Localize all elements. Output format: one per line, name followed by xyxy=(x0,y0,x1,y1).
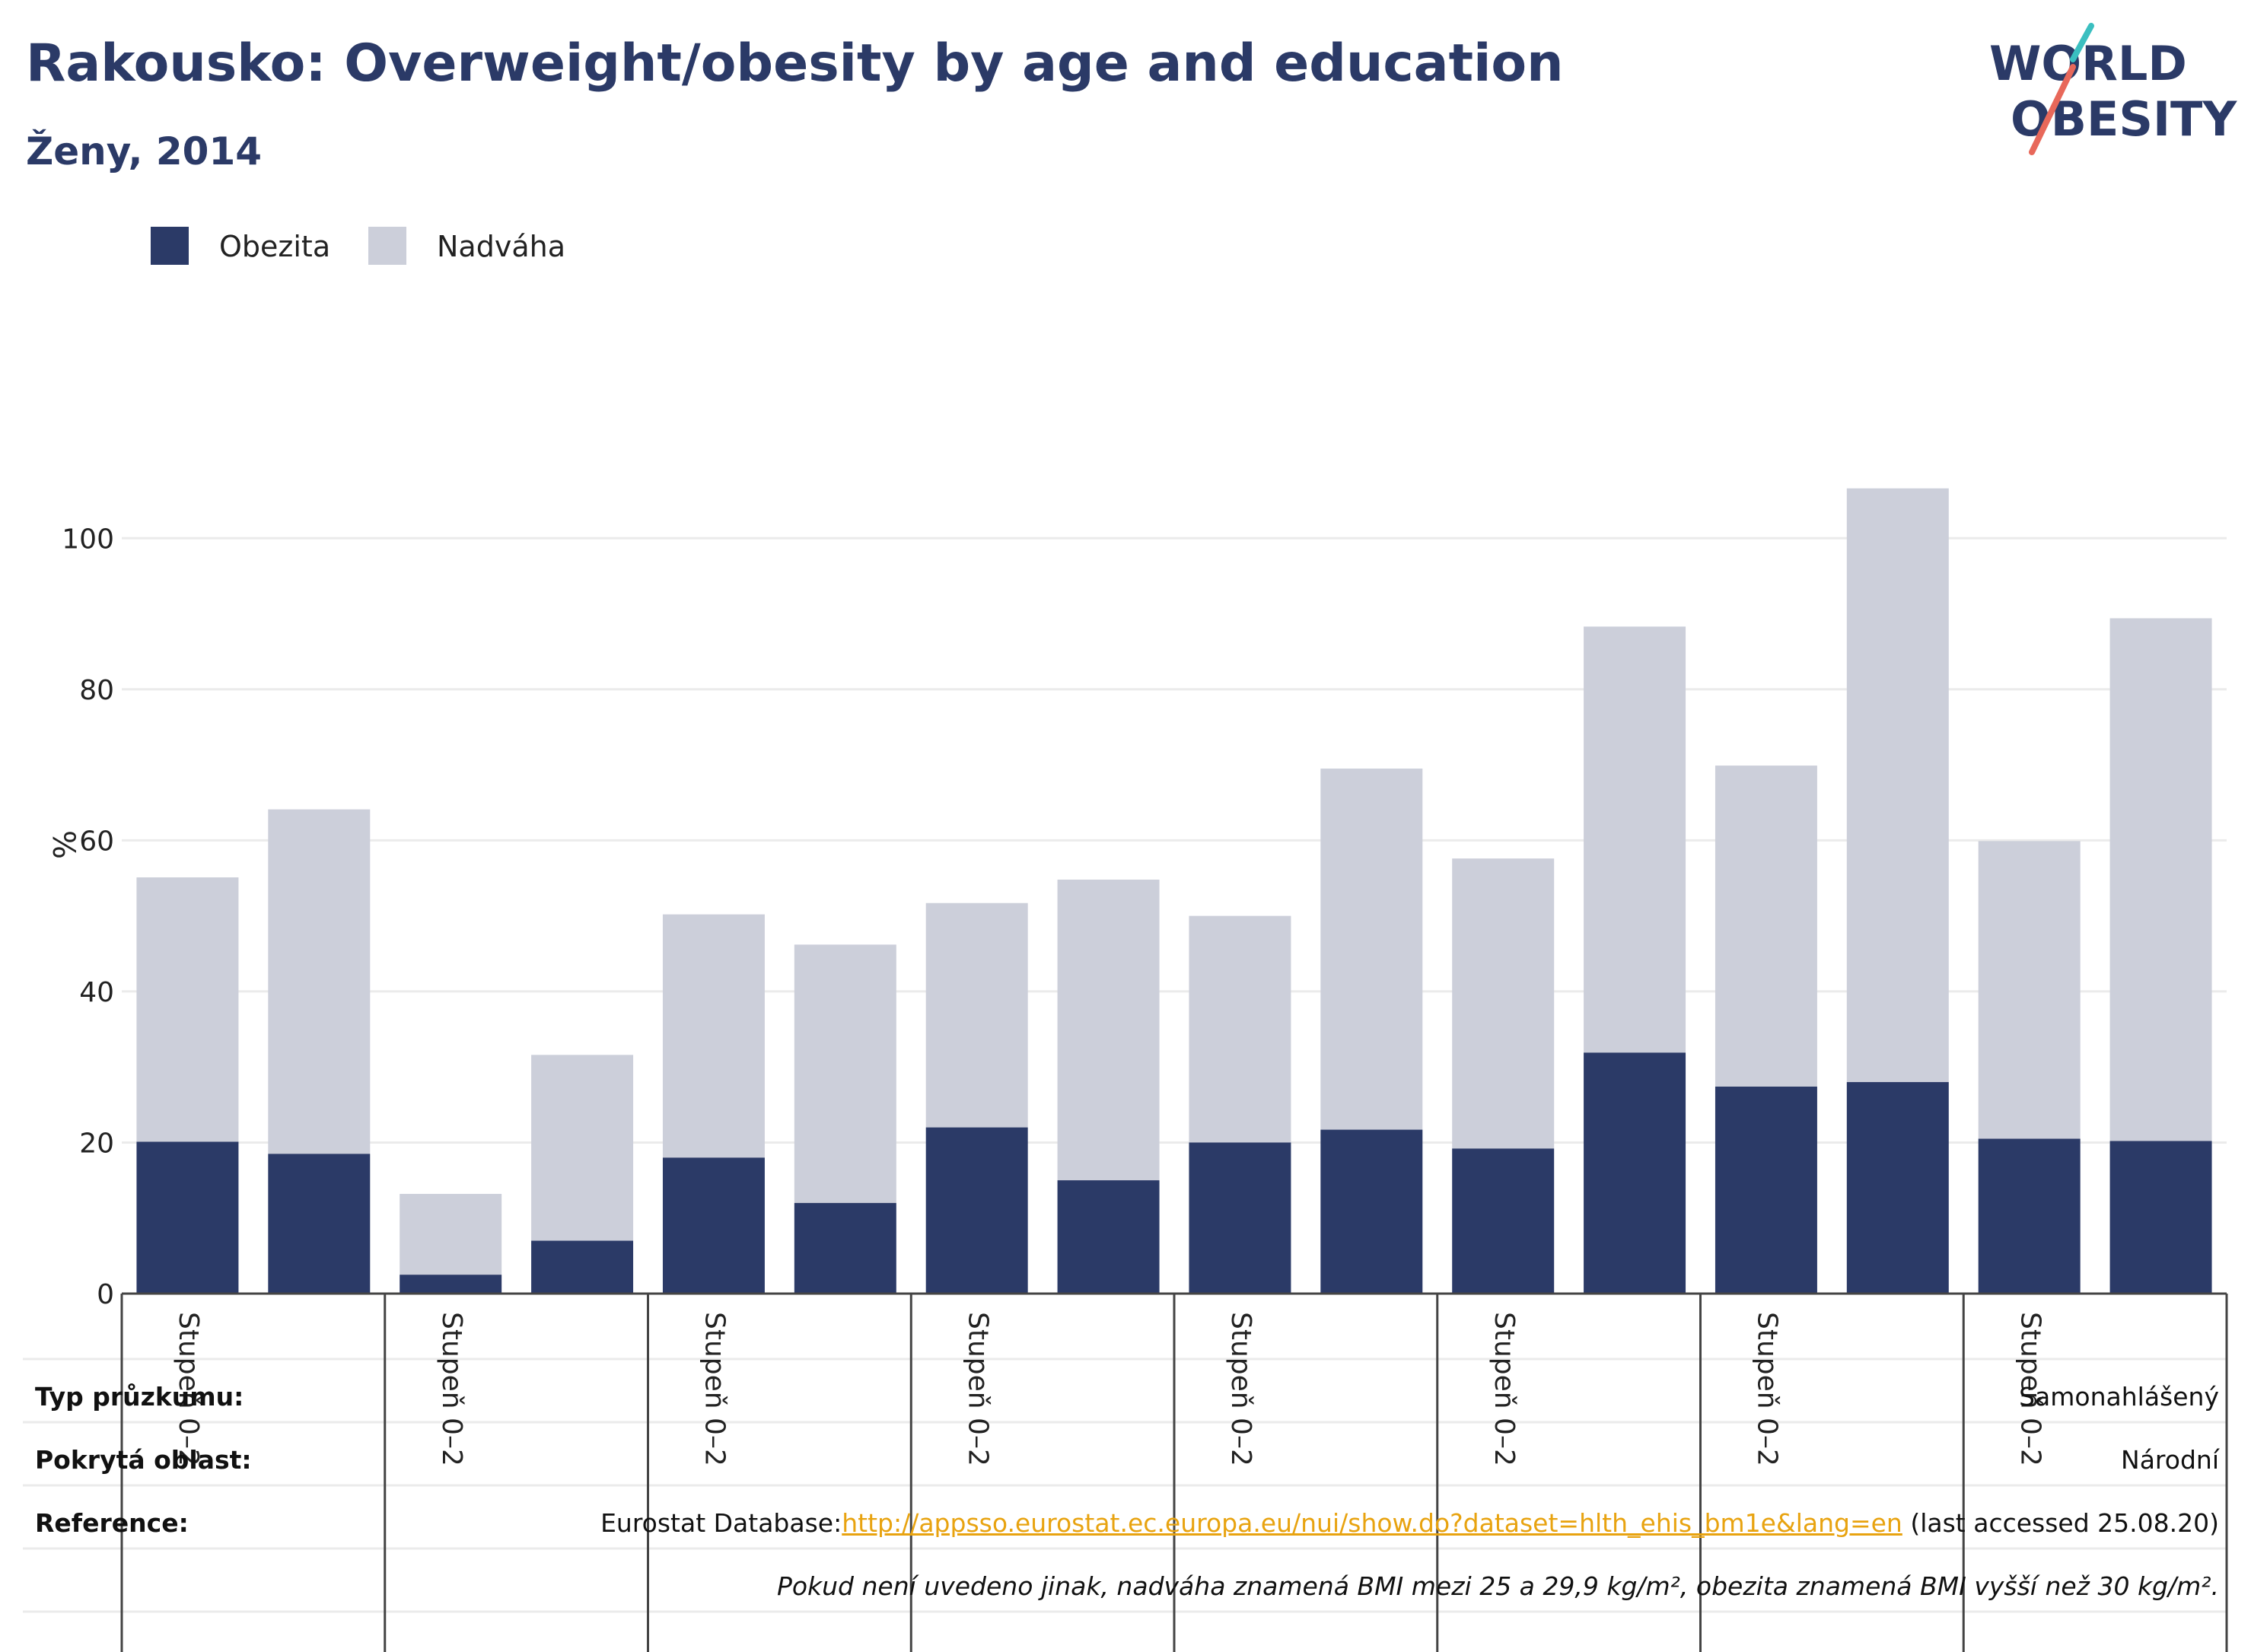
bar-overweight[interactable] xyxy=(1057,879,1160,1181)
y-axis-label: % xyxy=(46,830,81,859)
bar-obesity[interactable] xyxy=(925,1127,1028,1294)
x-group-label: Stupeň 0–2 xyxy=(2014,1312,2046,1466)
bar-overweight[interactable] xyxy=(925,902,1028,1128)
bar-overweight[interactable] xyxy=(1584,626,1686,1053)
reference-label: Reference: xyxy=(35,1508,189,1538)
legend-swatch-overweight xyxy=(368,227,406,265)
legend-label-overweight: Nadváha xyxy=(437,230,565,263)
page-subtitle: Ženy, 2014 xyxy=(26,129,263,173)
x-group-label: Stupeň 0–2 xyxy=(1225,1312,1256,1466)
x-group-label: Stupeň 0–2 xyxy=(1488,1312,1520,1466)
bar-obesity[interactable] xyxy=(400,1275,502,1294)
bar-overweight[interactable] xyxy=(400,1193,502,1275)
bmi-note: Pokud není uvedeno jinak, nadváha znamen… xyxy=(776,1571,2219,1601)
bar-overweight[interactable] xyxy=(794,944,896,1203)
bar-obesity[interactable] xyxy=(794,1202,896,1294)
bar-overweight[interactable] xyxy=(662,914,765,1158)
bar-obesity[interactable] xyxy=(1846,1082,1949,1294)
bar-obesity[interactable] xyxy=(268,1154,371,1294)
bar-obesity[interactable] xyxy=(1320,1129,1423,1294)
bar-obesity[interactable] xyxy=(1584,1052,1686,1294)
legend-swatch-obesity xyxy=(151,227,189,265)
grid-lines xyxy=(23,536,2227,1613)
logo-text-world: WORLD xyxy=(1989,36,2187,91)
bar-obesity[interactable] xyxy=(1715,1086,1817,1294)
bar-obesity[interactable] xyxy=(2109,1141,2212,1294)
bar-overweight[interactable] xyxy=(2109,618,2212,1141)
y-tick-label: 100 xyxy=(62,524,114,555)
legend-label-obesity: Obezita xyxy=(219,230,331,263)
bar-overweight[interactable] xyxy=(136,877,239,1142)
reference-value: Eurostat Database:http://appsso.eurostat… xyxy=(600,1508,2219,1538)
reference-prefix: Eurostat Database: xyxy=(600,1508,842,1538)
bar-obesity[interactable] xyxy=(1189,1142,1291,1294)
reference-suffix: (last accessed 25.08.20) xyxy=(1902,1508,2219,1538)
x-group-label: Stupeň 0–2 xyxy=(1752,1312,1783,1466)
bar-obesity[interactable] xyxy=(1057,1180,1160,1294)
bar-overweight[interactable] xyxy=(1846,488,1949,1083)
survey-type-label: Typ průzkumu: xyxy=(35,1382,244,1412)
bar-obesity[interactable] xyxy=(531,1240,634,1294)
bar-obesity[interactable] xyxy=(1978,1138,2081,1294)
bar-overweight[interactable] xyxy=(268,809,371,1154)
x-group-label: Stupeň 0–2 xyxy=(962,1312,993,1466)
logo-slash-coral xyxy=(2029,64,2076,155)
bars xyxy=(136,488,2212,1294)
bar-obesity[interactable] xyxy=(662,1157,765,1294)
bar-overweight[interactable] xyxy=(1189,915,1291,1143)
y-tick-label: 0 xyxy=(97,1279,114,1310)
bar-obesity[interactable] xyxy=(136,1141,239,1294)
survey-type-value: Samonahlášený xyxy=(2019,1382,2219,1412)
bar-overweight[interactable] xyxy=(1715,766,1817,1087)
area-value: Národní xyxy=(2121,1445,2219,1475)
area-label: Pokrytá oblast: xyxy=(35,1445,252,1475)
bar-overweight[interactable] xyxy=(1320,769,1423,1130)
bar-obesity[interactable] xyxy=(1452,1148,1555,1294)
world-obesity-logo: WORLD OBESITY xyxy=(1989,23,2237,155)
logo-slash-teal xyxy=(2070,23,2094,62)
page-title: Rakousko: Overweight/obesity by age and … xyxy=(26,33,1564,94)
axes: 0 20 40 60 80 100 Stupeň 0–2 Stupeň 0–2 Stupeň 0… xyxy=(62,524,2228,1652)
y-tick-label: 60 xyxy=(79,826,114,857)
y-tick-label: 80 xyxy=(79,675,114,706)
bar-overweight[interactable] xyxy=(531,1055,634,1241)
y-tick-label: 20 xyxy=(79,1128,114,1159)
y-tick-label: 40 xyxy=(79,977,114,1008)
bar-overweight[interactable] xyxy=(1978,841,2081,1139)
x-group-label: Stupeň 0–2 xyxy=(436,1312,467,1466)
x-group-label: Stupeň 0–2 xyxy=(173,1312,204,1466)
reference-link[interactable]: http://appsso.eurostat.ec.europa.eu/nui/… xyxy=(842,1508,1902,1538)
bar-overweight[interactable] xyxy=(1452,858,1555,1149)
x-group-label: Stupeň 0–2 xyxy=(699,1312,731,1466)
